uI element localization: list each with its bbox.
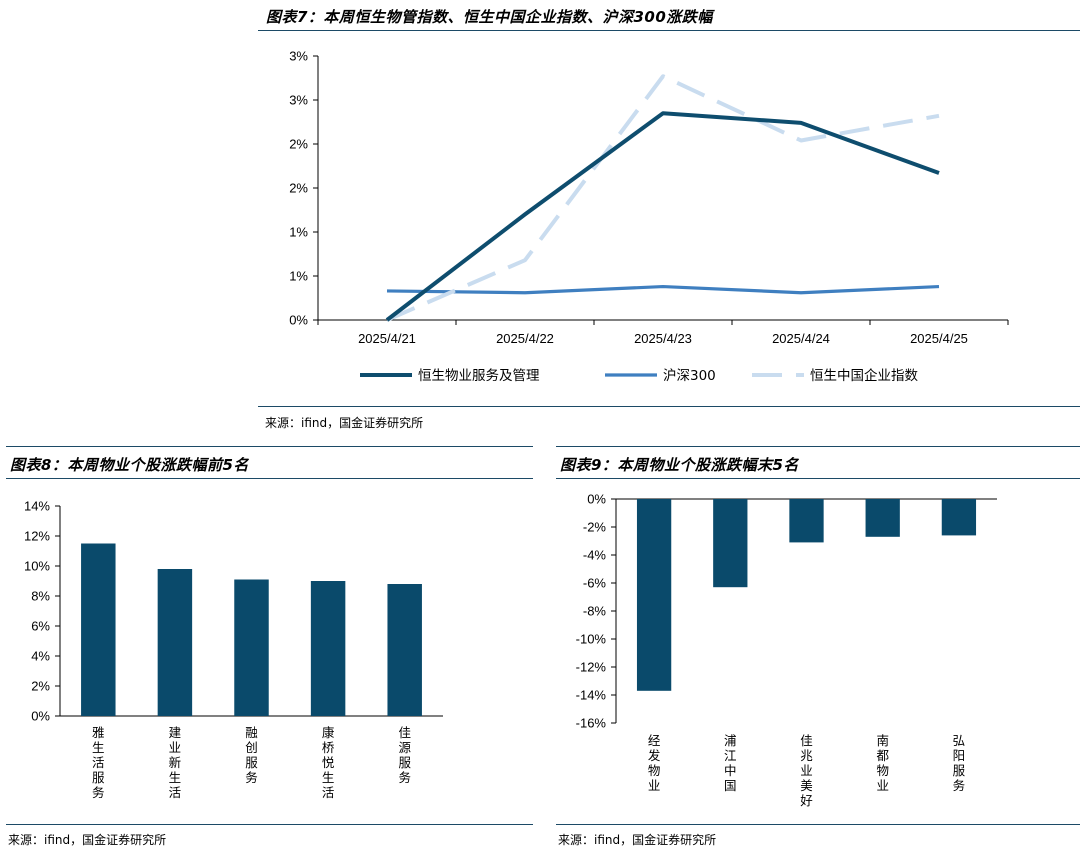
fig9-y-tick-label: -14% <box>576 688 607 703</box>
fig7-series-line <box>386 74 940 322</box>
fig9-source: 来源：ifind，国金证券研究所 <box>558 833 717 847</box>
fig8-title-rule <box>6 478 533 479</box>
fig7-legend-label: 恒生物业服务及管理 <box>418 368 540 384</box>
fig8-bar <box>234 579 269 716</box>
fig7-legend-label: 沪深300 <box>663 368 716 384</box>
fig8-y-tick-label: 10% <box>24 559 50 574</box>
fig7-x-tick-label: 2025/4/25 <box>910 331 968 346</box>
fig8-top-rule <box>6 446 533 447</box>
fig8-y-tick-label: 12% <box>24 529 50 544</box>
fig9-x-tick-label: 弘阳服务 <box>953 733 966 793</box>
fig7-y-tick-label: 2% <box>289 137 308 152</box>
fig8-bars <box>81 543 422 716</box>
fig9-y-tick-labels: -16% -14% -12% -10% -8% -6% -4% -2% 0% <box>576 492 607 731</box>
fig8-y-tick-label: 6% <box>31 619 50 634</box>
fig7-y-tick-label: 0% <box>289 313 308 328</box>
fig9-bar <box>865 499 900 537</box>
fig9-title: 图表9：本周物业个股涨跌幅末5名 <box>560 456 799 474</box>
fig7-y-tick-label: 3% <box>289 49 308 64</box>
fig9-title-rule <box>556 478 1080 479</box>
fig7-x-tick-labels: 2025/4/21 2025/4/22 2025/4/23 2025/4/24 2025… <box>358 331 968 346</box>
fig7-y-tick-label: 3% <box>289 93 308 108</box>
fig9-bottom-rule <box>556 824 1080 825</box>
fig9-bar <box>789 499 824 543</box>
fig7-x-tick-label: 2025/4/24 <box>772 331 830 346</box>
fig7-y-tick-label: 1% <box>289 225 308 240</box>
fig9-bar <box>636 499 672 691</box>
fig7-y-tick-label: 2% <box>289 181 308 196</box>
fig7-bottom-rule <box>258 406 1080 407</box>
fig7-y-tick-label: 1% <box>289 269 308 284</box>
fig9-x-tick-label: 南都物业 <box>876 733 889 793</box>
fig7-x-tick-label: 2025/4/22 <box>496 331 554 346</box>
fig8-x-tick-label: 康桥悦生活 <box>322 725 335 800</box>
fig9-x-tick-label: 浦江中国 <box>724 733 737 793</box>
fig8-y-tick-label: 2% <box>31 679 50 694</box>
fig8-bar <box>157 569 193 716</box>
fig8-bar <box>387 584 422 716</box>
fig8-y-tick-label: 14% <box>24 499 50 514</box>
fig9-x-tick-label: 经发物业 <box>648 733 661 793</box>
fig8-y-tick-label: 0% <box>31 709 50 724</box>
fig9-y-tick-label: 0% <box>587 492 606 507</box>
fig9-y-tick-label: -4% <box>583 548 607 563</box>
fig8-y-tick-label: 4% <box>31 649 50 664</box>
fig8-title: 图表8：本周物业个股涨跌幅前5名 <box>10 456 249 474</box>
fig8-y-tick-labels: 0% 2% 4% 6% 8% 10% 12% 14% <box>24 499 50 724</box>
fig9-y-tick-label: -16% <box>576 716 607 731</box>
fig9-bar <box>713 499 748 588</box>
fig9-bars <box>636 499 977 691</box>
fig9-y-tick-label: -2% <box>583 520 607 535</box>
fig8-y-tick-label: 8% <box>31 589 50 604</box>
fig7-x-tick-label: 2025/4/23 <box>634 331 692 346</box>
fig8-x-tick-label: 雅生活服务 <box>92 725 105 800</box>
fig8-x-tick-label: 建业新生活 <box>169 725 182 800</box>
fig7-legend: 恒生物业服务及管理 沪深300 恒生中国企业指数 <box>360 367 918 384</box>
fig9-y-tick-label: -12% <box>576 660 607 675</box>
fig7-source: 来源：ifind，国金证券研究所 <box>265 416 424 430</box>
fig9-y-tick-label: -8% <box>583 604 607 619</box>
fig8-bar <box>310 581 346 716</box>
fig9-x-tick-labels: 经发物业 浦江中国 佳兆业美好 南都物业 弘阳服务 <box>648 733 966 808</box>
fig7-series-line <box>385 111 940 322</box>
fig8-x-tick-label: 融创服务 <box>245 725 258 785</box>
fig7-series-line <box>386 284 940 295</box>
fig7-series-lines <box>385 74 940 322</box>
fig8-bar <box>81 543 116 716</box>
fig8-x-tick-label: 佳源服务 <box>398 725 411 785</box>
fig7-axes <box>313 55 1009 325</box>
fig7-top-rule <box>258 30 1080 31</box>
fig9-y-tick-label: -10% <box>576 632 607 647</box>
fig9-y-tick-label: -6% <box>583 576 607 591</box>
fig9-bar <box>941 499 977 536</box>
fig7-x-tick-label: 2025/4/21 <box>358 331 416 346</box>
fig9-top-rule <box>556 446 1080 447</box>
fig7-y-tick-labels: 0% 1% 1% 2% 2% 3% 3% <box>289 49 308 328</box>
fig7-legend-label: 恒生中国企业指数 <box>810 367 918 384</box>
fig8-x-tick-labels: 雅生活服务 建业新生活 融创服务 康桥悦生活 佳源服务 <box>92 725 411 800</box>
fig9-x-tick-label: 佳兆业美好 <box>800 733 813 808</box>
fig8-bottom-rule <box>6 824 533 825</box>
fig7-title: 图表7：本周恒生物管指数、恒生中国企业指数、沪深300涨跌幅 <box>266 8 713 26</box>
fig8-source: 来源：ifind，国金证券研究所 <box>8 833 167 847</box>
